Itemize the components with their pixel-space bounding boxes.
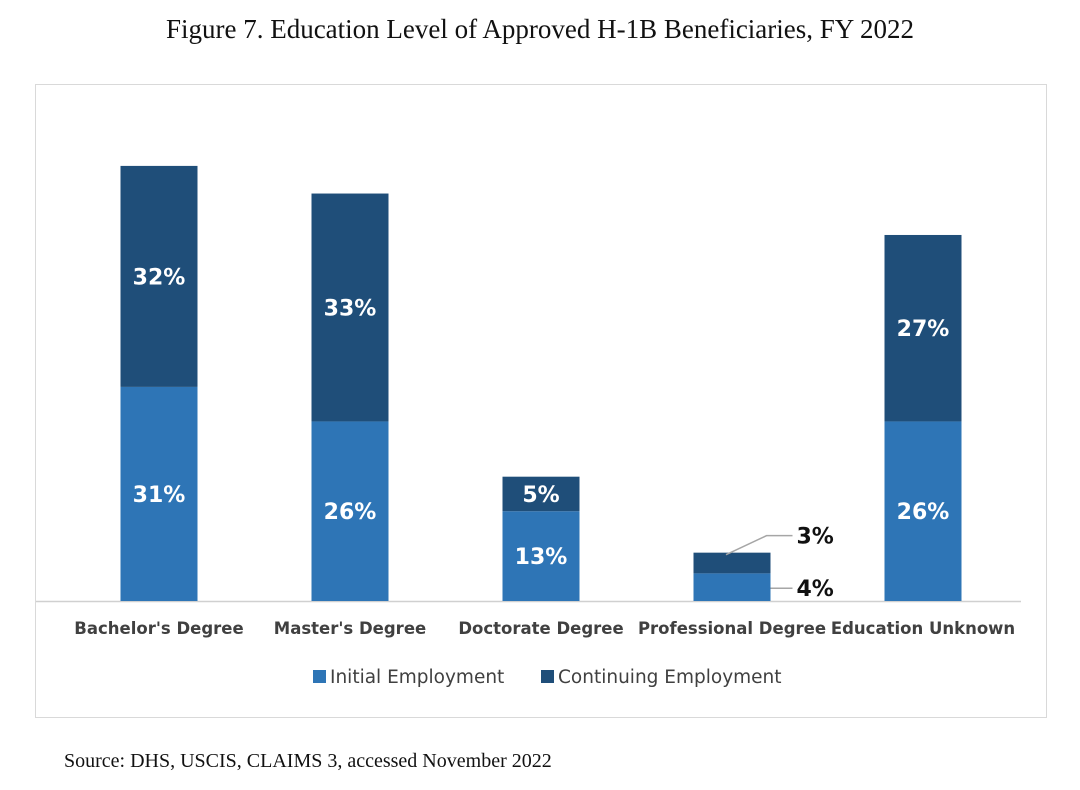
data-label-continuing-doctorate-degree: 5% [522,483,559,508]
bar-continuing-professional-degree [693,552,771,574]
bar-continuing-bachelor-s-degree [120,165,198,387]
data-label-continuing-professional-degree: 3% [797,525,834,550]
source-note: Source: DHS, USCIS, CLAIMS 3, accessed N… [64,750,552,772]
data-label-continuing-education-unknown: 27% [897,317,950,342]
legend-swatch-initial [313,670,326,683]
category-label-bachelor-s-degree: Bachelor's Degree [74,619,243,638]
data-label-initial-education-unknown: 26% [897,500,950,525]
bar-initial-education-unknown [884,421,962,601]
bar-continuing-doctorate-degree [502,476,580,512]
legend-swatch-continuing [541,670,554,683]
legend-label-initial: Initial Employment [330,667,504,688]
leader-line-continuing-professional-degree [725,534,793,556]
data-label-initial-bachelor-s-degree: 31% [133,483,186,508]
bar-initial-doctorate-degree [502,511,580,601]
data-label-initial-doctorate-degree: 13% [515,545,568,570]
chart-frame: 31% 32% Bachelor's Degree 26% 33% Master's De… [35,84,1047,718]
bar-initial-professional-degree [693,573,771,601]
figure-title: Figure 7. Education Level of Approved H-… [165,14,915,44]
data-label-initial-master-s-degree: 26% [324,500,377,525]
bar-initial-bachelor-s-degree [120,386,198,601]
bar-continuing-master-s-degree [311,193,389,422]
stacked-bar-chart: 31% 32% Bachelor's Degree 26% 33% Master's De… [36,165,1021,688]
data-label-continuing-master-s-degree: 33% [324,296,377,321]
legend-label-continuing: Continuing Employment [558,667,782,688]
category-label-education-unknown: Education Unknown [831,619,1015,638]
category-label-master-s-degree: Master's Degree [274,619,426,638]
category-label-doctorate-degree: Doctorate Degree [458,619,623,638]
data-label-initial-professional-degree: 4% [797,577,834,602]
category-label-professional-degree: Professional Degree [638,619,826,638]
data-label-continuing-bachelor-s-degree: 32% [133,265,186,290]
bar-continuing-education-unknown [884,234,962,422]
bar-initial-master-s-degree [311,421,389,601]
